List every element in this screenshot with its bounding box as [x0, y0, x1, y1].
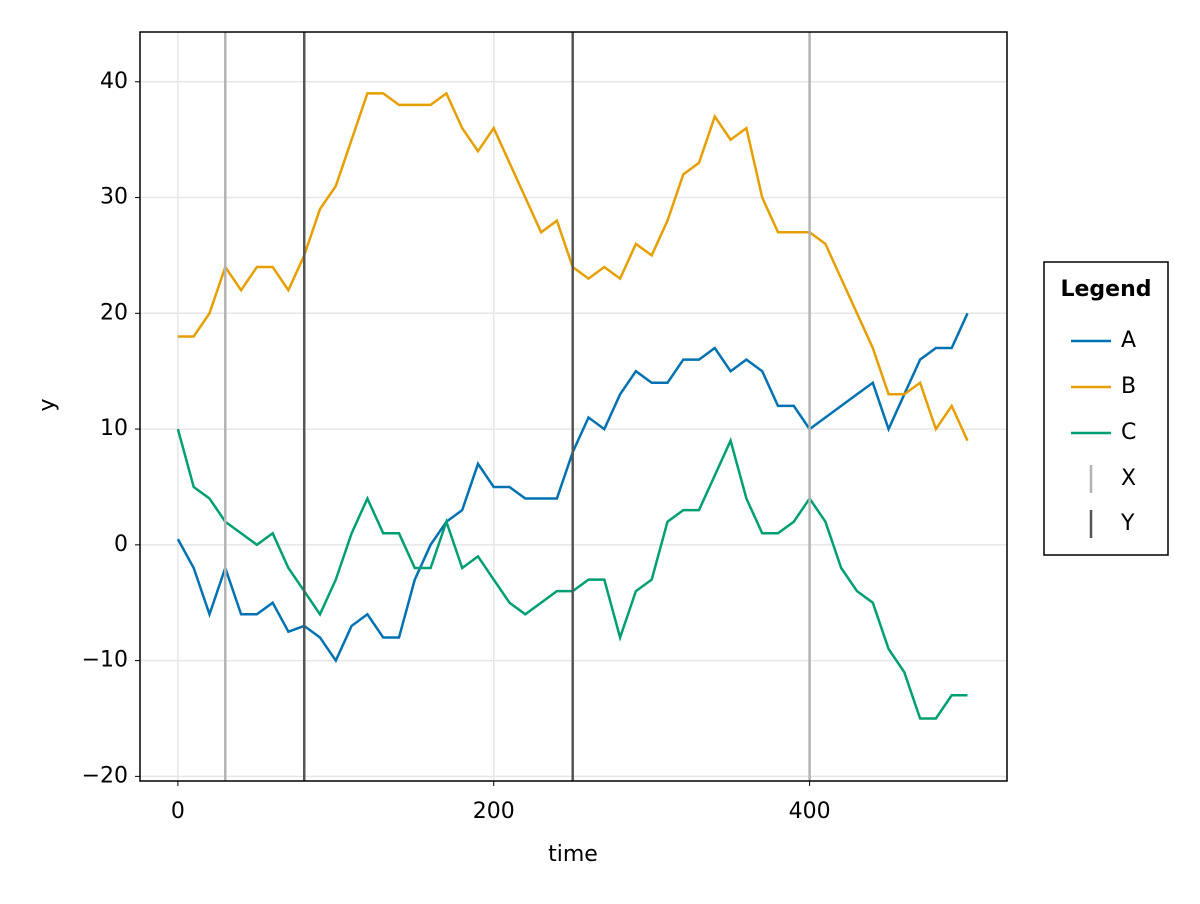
x-axis-label: time [548, 842, 598, 867]
legend-label: B [1121, 374, 1136, 399]
y-tick-label: 40 [100, 69, 128, 94]
legend-label: A [1121, 328, 1136, 353]
x-tick-label: 400 [789, 799, 831, 824]
legend-label: X [1121, 466, 1136, 491]
y-tick-label: −20 [82, 763, 128, 788]
x-tick-label: 200 [473, 799, 515, 824]
legend-box [1043, 261, 1169, 556]
plot-frame [139, 31, 1008, 782]
legend-label: C [1121, 420, 1136, 445]
y-tick-label: 0 [114, 532, 128, 557]
y-axis-label: y [35, 398, 60, 411]
y-tick-label: 10 [100, 416, 128, 441]
x-tick-label: 0 [171, 799, 185, 824]
legend-label: Y [1120, 511, 1135, 536]
y-tick-label: 20 [100, 300, 128, 325]
legend-title: Legend [1060, 277, 1151, 302]
y-tick-label: −10 [82, 648, 128, 673]
y-tick-label: 30 [100, 185, 128, 210]
